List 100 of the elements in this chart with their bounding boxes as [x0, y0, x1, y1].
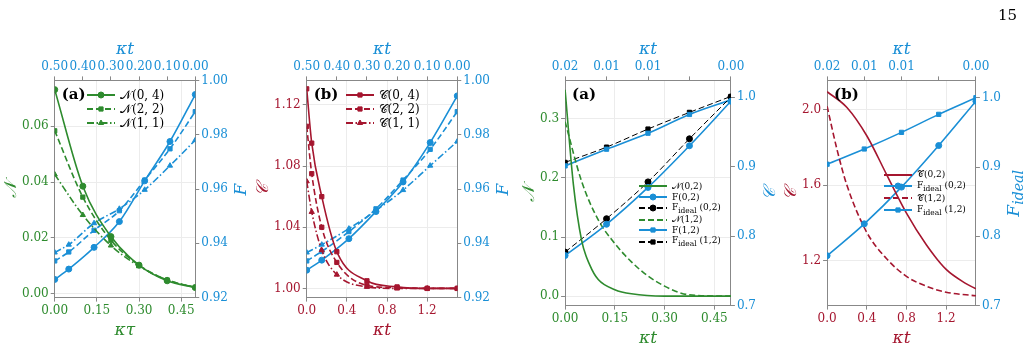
y2-tick-label: 0.7: [981, 297, 1002, 312]
x-axis-title: κt: [892, 327, 911, 347]
y2-tick-label: 1.0: [736, 89, 757, 104]
x2-axis-title: κt: [892, 38, 911, 58]
x2-tick-label: 0.20: [383, 59, 411, 74]
x2-tick-label: 0.02: [813, 59, 841, 74]
legend-label: 𝒞(1, 1): [378, 116, 420, 131]
x2-tick-label: 0.02: [551, 59, 579, 74]
x2-tick-label: 0.50: [293, 59, 321, 74]
x-tick-label: 0.0: [297, 302, 317, 317]
y2-tick-label: 0.94: [463, 235, 491, 250]
x2-tick-label: 0.00: [181, 59, 209, 74]
x-tick-label: 0.00: [41, 302, 69, 317]
legend-label: F$_{ideal}$ (1,2): [671, 235, 721, 249]
x2-axis-title: κt: [116, 38, 134, 58]
x-tick-label: 0.30: [651, 310, 678, 325]
y2-axis-title: F: [491, 183, 512, 195]
y-tick-label: 2.0: [801, 102, 822, 117]
y2-tick-label: 0.8: [981, 228, 1002, 243]
y2-tick-label: 0.98: [463, 126, 490, 141]
y-tick-label: 0.02: [22, 230, 49, 245]
y2-tick-label: 0.8: [736, 228, 757, 243]
x2-tick-label: 0.30: [353, 59, 381, 74]
legend-label: 𝒞(2, 2): [378, 102, 420, 117]
x2-tick-label: 0.00: [717, 59, 745, 74]
y2-tick-label: 0.7: [736, 297, 757, 312]
y-tick-label: 1.2: [801, 252, 822, 267]
x2-tick-label: 0.00: [962, 59, 990, 74]
x2-tick-label: 0.01: [593, 59, 620, 74]
x2-tick-label: 0.01: [634, 59, 662, 74]
y-tick-label: 0.06: [22, 118, 49, 133]
y2-tick-label: 0.98: [201, 126, 228, 141]
y-tick-label: 0.2: [539, 170, 560, 185]
legend-label: F$_{ideal}$ (1,2): [916, 203, 966, 217]
y-tick-label: 1.00: [274, 280, 301, 295]
y-tick-label: 0.0: [539, 288, 560, 303]
text: 15: [997, 6, 1017, 24]
x2-tick-label: 0.20: [125, 59, 153, 74]
y2-tick-label: 1.00: [201, 72, 228, 87]
y2-tick-label: 0.96: [463, 181, 490, 196]
y2-tick-label: 1.0: [981, 89, 1002, 104]
annotation: (b): [834, 85, 859, 104]
legend-label: F$_{ideal}$ (0,2): [671, 201, 721, 215]
x-tick-label: 0.0: [817, 310, 837, 325]
legend-label: 𝒩(2, 2): [120, 102, 165, 117]
x-tick-label: 0.15: [83, 302, 111, 317]
x-tick-label: 0.8: [896, 310, 917, 325]
annotation: (a): [61, 85, 86, 104]
legend-label: 𝒩(0,2): [671, 180, 703, 192]
legend-label: F(0,2): [671, 191, 700, 202]
x-axis-title: κt: [639, 327, 657, 347]
x2-tick-label: 0.10: [413, 59, 441, 74]
x-tick-label: 0.45: [700, 310, 728, 325]
x2-tick-label: 0.01: [888, 59, 915, 74]
x2-tick-label: 0.40: [323, 59, 351, 74]
x-tick-label: 0.30: [125, 302, 153, 317]
y2-tick-label: 1.00: [463, 72, 490, 87]
x-tick-label: 0.45: [167, 302, 195, 317]
y2-tick-label: 0.96: [201, 181, 228, 196]
y2-tick-label: 0.92: [201, 289, 228, 304]
x-tick-label: 1.2: [936, 310, 956, 325]
y2-tick-label: 0.9: [981, 159, 1002, 174]
y-tick-label: 0.04: [22, 174, 50, 189]
y2-tick-label: 0.9: [736, 158, 757, 173]
y-tick-label: 1.6: [801, 177, 822, 192]
legend-label: F$_{ideal}$ (0,2): [916, 180, 966, 193]
x2-axis-title: κt: [373, 38, 391, 58]
x-tick-label: 1.2: [417, 302, 437, 317]
y-tick-label: 0.3: [539, 110, 560, 125]
y-tick-label: 1.04: [274, 219, 302, 234]
legend-label: 𝒞(0, 4): [378, 88, 420, 103]
x-tick-label: 0.4: [857, 310, 877, 325]
x-tick-label: 0.4: [337, 302, 357, 317]
x-tick-label: 0.00: [551, 310, 579, 325]
x2-tick-label: 0.10: [153, 59, 181, 74]
y2-tick-label: 0.92: [463, 289, 490, 304]
y2-tick-label: 0.94: [201, 235, 229, 250]
x2-tick-label: 0.30: [97, 59, 125, 74]
legend-label: 𝒞(1,2): [916, 192, 946, 204]
legend-label: 𝒩(1, 1): [120, 116, 165, 131]
x2-tick-label: 0.00: [443, 59, 471, 74]
legend-label: 𝒞(0,2): [916, 169, 946, 180]
x-tick-label: 0.8: [377, 302, 397, 317]
y-tick-label: 1.08: [274, 158, 301, 173]
x2-tick-label: 0.40: [69, 59, 97, 74]
y-tick-label: 1.12: [274, 97, 301, 111]
annotation: (b): [313, 85, 339, 104]
legend-label: F(1,2): [671, 225, 700, 236]
x-axis-title: κτ: [114, 319, 136, 339]
x2-tick-label: 0.01: [850, 59, 878, 74]
legend-label: 𝒩(0, 4): [120, 88, 165, 103]
x2-axis-title: κt: [639, 38, 657, 58]
annotation: (a): [572, 85, 596, 104]
y-tick-label: 0.00: [22, 286, 49, 301]
y2-axis-title: F: [229, 183, 250, 195]
x-tick-label: 0.15: [601, 310, 629, 325]
x-axis-title: κt: [373, 319, 391, 339]
y-tick-label: 0.1: [539, 229, 560, 244]
legend-label: 𝒩(1,2): [671, 214, 703, 226]
x2-tick-label: 0.50: [41, 59, 69, 74]
